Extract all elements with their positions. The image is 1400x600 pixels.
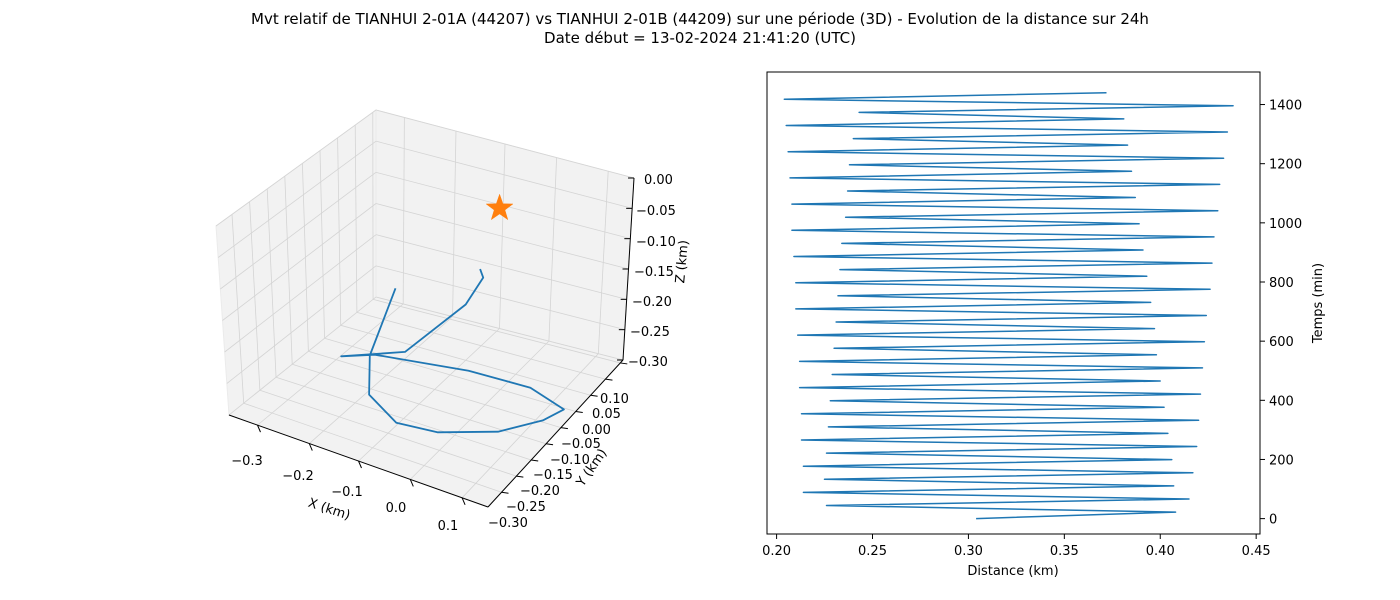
3d-data bbox=[340, 193, 565, 434]
y-tick bbox=[516, 475, 524, 478]
y-tick-label: 0 bbox=[1269, 513, 1277, 528]
gridline bbox=[257, 303, 404, 426]
distance-series-line bbox=[783, 91, 1234, 520]
x-tick bbox=[308, 443, 313, 451]
y-tick-label: 600 bbox=[1269, 335, 1294, 350]
y-tick-label: −0.10 bbox=[550, 453, 590, 468]
z-tick-label: −0.20 bbox=[632, 295, 672, 310]
y-axis-line bbox=[487, 359, 624, 508]
gridline bbox=[220, 172, 377, 290]
gridline bbox=[375, 140, 633, 209]
gridline bbox=[275, 376, 532, 461]
figure-title: Mvt relatif de TIANHUI 2-01A (44207) vs … bbox=[0, 10, 1400, 48]
y-tick-label: 1200 bbox=[1269, 158, 1302, 173]
3d-panes bbox=[215, 109, 635, 508]
y-tick bbox=[590, 394, 598, 397]
y-tick bbox=[545, 443, 554, 446]
gridline bbox=[309, 316, 453, 444]
y-tick bbox=[605, 378, 613, 381]
x-tick-label: −0.1 bbox=[331, 485, 363, 500]
y-tick-label: 1400 bbox=[1269, 99, 1302, 114]
gridline bbox=[215, 109, 377, 227]
x-tick-label: 0.20 bbox=[762, 544, 791, 559]
origin-star-marker bbox=[485, 193, 514, 221]
gridline bbox=[375, 234, 627, 300]
y-tick bbox=[531, 459, 539, 462]
y-tick-label: 0.00 bbox=[582, 423, 611, 438]
y-tick-label: 1000 bbox=[1269, 217, 1302, 232]
x-tick-label: −0.3 bbox=[231, 454, 263, 469]
z-tick-label: −0.05 bbox=[636, 204, 676, 219]
x-ticks: 0.20 0.25 0.30 0.35 0.40 0.45 bbox=[762, 534, 1271, 559]
gridline bbox=[375, 203, 629, 270]
y-tick-label: 0.05 bbox=[592, 407, 621, 422]
x-tick bbox=[257, 424, 261, 433]
3d-axis-lines bbox=[228, 177, 635, 508]
y-tick-label: −0.15 bbox=[533, 468, 573, 483]
x-tick-label: 0.30 bbox=[954, 544, 983, 559]
y-tick-label: −0.05 bbox=[561, 437, 601, 452]
trajectory-3d-plot: −0.3 −0.2 −0.1 0.0 0.1 X (km) 0.10 0.05 … bbox=[215, 109, 692, 534]
y-tick-label: −0.25 bbox=[506, 500, 546, 515]
figure-title-line1: Mvt relatif de TIANHUI 2-01A (44207) vs … bbox=[251, 10, 1149, 28]
z-tick-label: −0.10 bbox=[636, 235, 676, 250]
gridline bbox=[226, 265, 377, 384]
x-axis-label: Distance (km) bbox=[967, 564, 1058, 579]
x-tick-label: 0.25 bbox=[858, 544, 887, 559]
y-axis-label: Temps (min) bbox=[1311, 263, 1326, 344]
gridline bbox=[259, 389, 517, 477]
x-tick-label: 0.40 bbox=[1146, 544, 1175, 559]
y-tick-label: −0.20 bbox=[520, 484, 560, 499]
gridline bbox=[375, 296, 624, 361]
x-tick bbox=[409, 479, 414, 487]
y-tick-label: 200 bbox=[1269, 453, 1294, 468]
plot-frame bbox=[766, 71, 1261, 535]
gridline bbox=[217, 140, 377, 258]
gridline bbox=[243, 402, 502, 493]
gridline bbox=[356, 311, 606, 380]
gridline bbox=[340, 324, 591, 396]
y-tick bbox=[501, 491, 509, 494]
gridline bbox=[372, 298, 621, 364]
gridline bbox=[224, 234, 377, 353]
x-tick-label: 0.35 bbox=[1050, 544, 1079, 559]
z-tick-label: 0.00 bbox=[644, 173, 673, 188]
x-tick bbox=[358, 460, 362, 469]
x-tick-label: 0.1 bbox=[438, 519, 459, 534]
z-tick-label: −0.25 bbox=[630, 325, 670, 340]
y-tick bbox=[620, 362, 628, 365]
y-tick-label: 400 bbox=[1269, 394, 1294, 409]
gridline bbox=[410, 340, 550, 480]
z-tick-label: −0.30 bbox=[628, 355, 668, 370]
gridline bbox=[222, 203, 377, 321]
x-tick-label: −0.2 bbox=[282, 469, 314, 484]
z-tick-label: −0.15 bbox=[634, 265, 674, 280]
x-tick-label: 0.45 bbox=[1242, 544, 1271, 559]
y-tick-label: 800 bbox=[1269, 276, 1294, 291]
figure-title-line2: Date début = 13-02-2024 21:41:20 (UTC) bbox=[544, 29, 856, 47]
z-axis-label: Z (km) bbox=[673, 239, 692, 284]
gridline bbox=[461, 353, 599, 499]
gridline bbox=[308, 350, 562, 429]
x-tick bbox=[461, 497, 466, 505]
gridline bbox=[375, 265, 625, 331]
y-ticks: 0 200 400 600 800 1000 1200 1400 bbox=[1260, 99, 1302, 528]
gridline bbox=[228, 296, 377, 416]
y-tick bbox=[575, 410, 583, 413]
trajectory-line bbox=[340, 268, 565, 434]
y-tick-label: −0.30 bbox=[488, 516, 528, 531]
y-tick-label: 0.10 bbox=[600, 392, 629, 407]
gridline bbox=[324, 337, 576, 412]
y-tick bbox=[560, 427, 568, 430]
gridline bbox=[375, 109, 635, 179]
x-tick-label: 0.0 bbox=[386, 501, 407, 516]
gridline bbox=[358, 328, 500, 462]
